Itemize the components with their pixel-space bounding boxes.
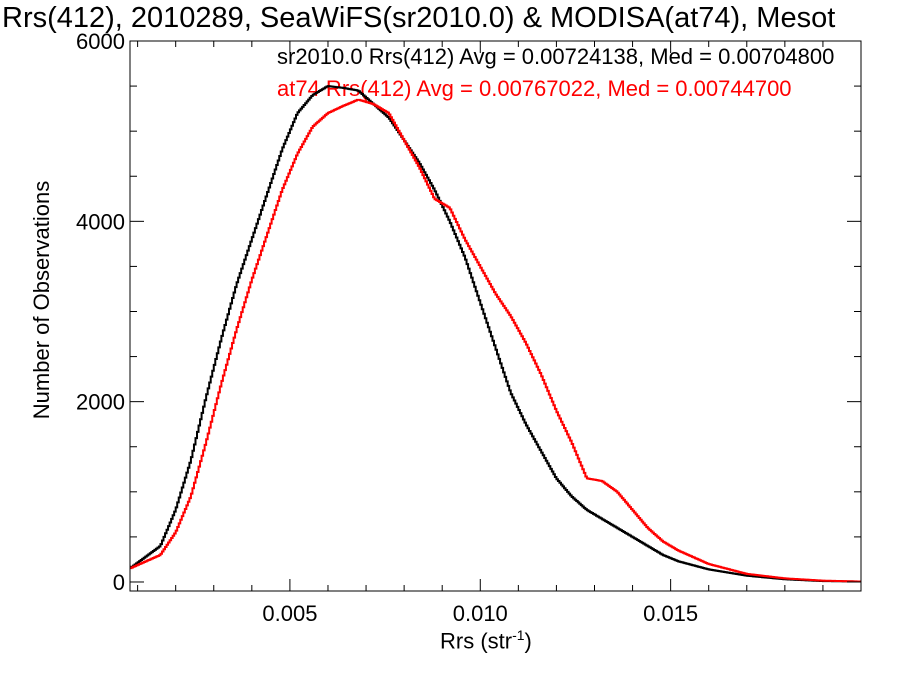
legend-entry-red: at74 Rrs(412) Avg = 0.00767022, Med = 0.… xyxy=(277,76,792,101)
series-line-0 xyxy=(130,85,861,583)
legend-entry-black: sr2010.0 Rrs(412) Avg = 0.00724138, Med … xyxy=(277,44,835,69)
chart-title: Rrs(412), 2010289, SeaWiFS(sr2010.0) & M… xyxy=(2,2,836,34)
y-tick-label: 6000 xyxy=(76,29,125,54)
x-axis-label-close: ) xyxy=(524,628,532,654)
tick-layer: 0.005 0.010 0.015 0 2000 4000 6000 xyxy=(76,29,861,626)
x-axis-label: Rrs (str-1) xyxy=(440,627,532,654)
y-tick-label: 0 xyxy=(113,570,125,595)
series-line-1 xyxy=(130,98,861,583)
x-tick-label: 0.010 xyxy=(453,601,508,626)
series-layer xyxy=(130,85,861,583)
y-axis-label: Number of Observations xyxy=(29,180,54,420)
y-tick-label: 2000 xyxy=(76,390,125,415)
x-axis-label-text: Rrs (str xyxy=(440,628,513,654)
x-axis-label-superscript: -1 xyxy=(512,627,525,643)
plot-frame xyxy=(129,40,862,592)
x-tick-label: 0.015 xyxy=(643,601,698,626)
x-tick-label: 0.005 xyxy=(262,601,317,626)
y-tick-label: 4000 xyxy=(76,209,125,234)
